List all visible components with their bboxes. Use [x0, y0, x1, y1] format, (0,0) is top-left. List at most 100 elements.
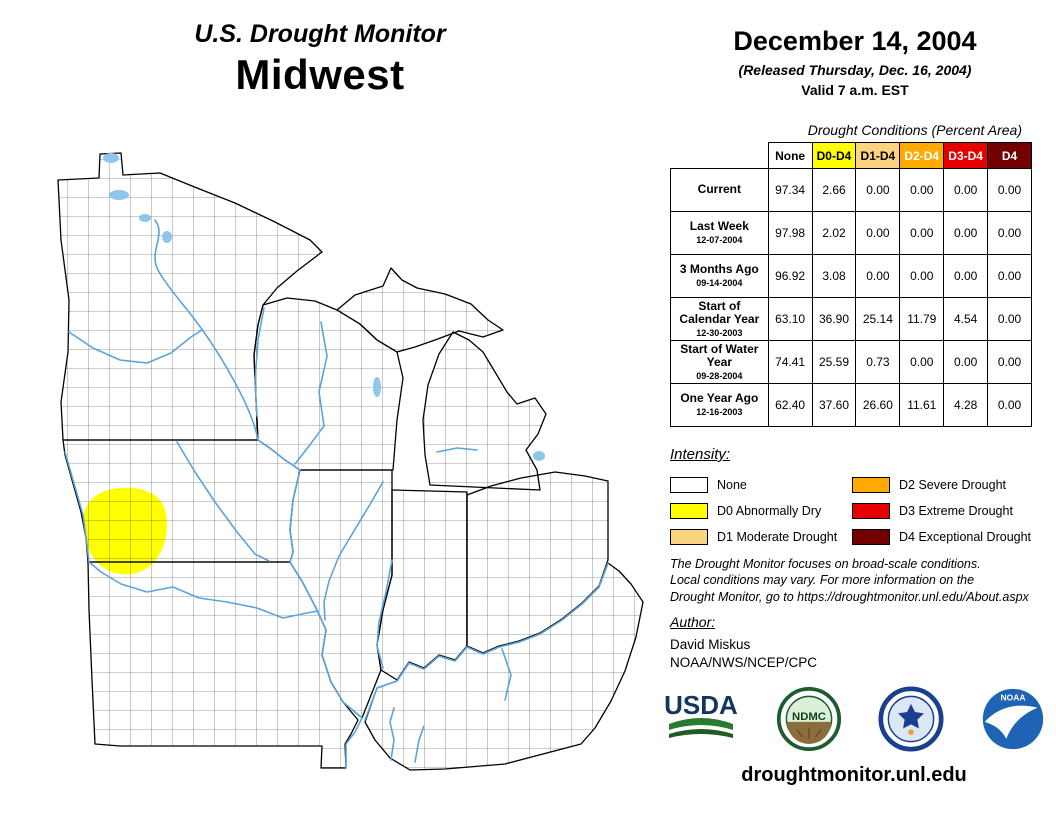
commerce-torch-icon: [908, 729, 914, 736]
value-cell: 0.00: [987, 340, 1032, 384]
value-cell: 0.00: [899, 168, 945, 212]
ndmc-logo: NDMC: [776, 686, 842, 752]
minnesota-river: [68, 329, 203, 364]
mississippi-river: [257, 439, 363, 769]
legend-swatch-d3: [852, 503, 890, 519]
table-header-row: None D0-D4 D1-D4 D2-D4 D3-D4 D4: [670, 142, 1032, 169]
disclaimer-text: The Drought Monitor focuses on broad-sca…: [670, 557, 1029, 604]
report-title-region: Midwest: [235, 51, 405, 98]
legend-item-d4: D4 Exceptional Drought: [852, 529, 1048, 545]
report-title-line1: U.S. Drought Monitor: [194, 20, 446, 48]
value-cell: 3.08: [811, 254, 857, 298]
table-caption: Drought Conditions (Percent Area): [807, 122, 1022, 138]
row-label: Last Week 12-07-2004: [670, 211, 769, 255]
legend-item-d1: D1 Moderate Drought: [670, 529, 852, 545]
column-header-d1d4: D1-D4: [855, 142, 901, 169]
column-header-d0d4: D0-D4: [811, 142, 857, 169]
value-cell: 0.00: [943, 168, 989, 212]
tennessee-river: [389, 707, 395, 761]
released-date: (Released Thursday, Dec. 16, 2004): [738, 62, 972, 78]
county-grid-layer: [58, 153, 643, 770]
value-cell: 25.59: [811, 340, 857, 384]
column-header-d4: D4: [987, 142, 1032, 169]
legend-swatch-none: [670, 477, 708, 493]
drought-conditions-table-block: Drought Conditions (Percent Area) None D…: [670, 122, 1032, 427]
usda-swoosh-icon: [669, 718, 733, 730]
row-label: Start of Calendar Year 12-30-2003: [670, 297, 769, 341]
value-cell: 97.34: [767, 168, 813, 212]
usda-logo-text: USDA: [664, 690, 738, 720]
value-cell: 0.00: [855, 211, 901, 255]
value-cell: 62.40: [767, 383, 813, 427]
legend-swatch-d1: [670, 529, 708, 545]
value-cell: 0.00: [987, 168, 1032, 212]
illinois-river: [323, 481, 384, 621]
legend-item-d2: D2 Severe Drought: [852, 477, 1048, 493]
usda-logo: USDA: [664, 690, 738, 738]
mississippi-river-upper: [154, 219, 259, 441]
row-label: One Year Ago 12-16-2003: [670, 383, 769, 427]
midwest-map: [25, 140, 645, 790]
lake-of-the-woods: [103, 153, 119, 163]
wisconsin-river: [294, 321, 328, 465]
lake-winnebago: [373, 377, 381, 397]
legend-item-d0: D0 Abnormally Dry: [670, 503, 852, 519]
table-row: Last Week 12-07-2004 97.98 2.02 0.00 0.00…: [670, 211, 1032, 255]
legend-title: Intensity:: [670, 446, 731, 463]
cumberland-river: [414, 725, 425, 763]
row-label: Start of Water Year 09-28-2004: [670, 340, 769, 384]
table-row: Current 97.34 2.66 0.00 0.00 0.00 0.00: [670, 168, 1032, 212]
value-cell: 0.00: [943, 340, 989, 384]
leech-lake: [139, 214, 151, 222]
value-cell: 37.60: [811, 383, 857, 427]
agency-logos: USDA NDMC NOAA: [662, 686, 1046, 752]
value-cell: 0.00: [943, 254, 989, 298]
value-cell: 0.00: [987, 297, 1032, 341]
date-block: December 14, 2004 (Released Thursday, De…: [655, 26, 1055, 98]
value-cell: 97.98: [767, 211, 813, 255]
noaa-logo-text: NOAA: [1001, 693, 1026, 703]
value-cell: 2.02: [811, 211, 857, 255]
value-cell: 0.00: [899, 254, 945, 298]
des-moines-river: [176, 441, 270, 562]
red-lake: [109, 190, 129, 200]
corner-cell: [670, 142, 769, 169]
table-row: Start of Water Year 09-28-2004 74.41 25.5…: [670, 340, 1032, 384]
value-cell: 25.14: [855, 297, 901, 341]
table-row: One Year Ago 12-16-2003 62.40 37.60 26.60…: [670, 383, 1032, 427]
intensity-legend: Intensity: None D0 Abnormally Dry D1 Mod…: [670, 446, 1048, 550]
value-cell: 4.54: [943, 297, 989, 341]
row-label: 3 Months Ago 09-14-2004: [670, 254, 769, 298]
drought-conditions-table: None D0-D4 D1-D4 D2-D4 D3-D4 D4 Current …: [670, 142, 1032, 427]
site-url: droughtmonitor.unl.edu: [741, 764, 967, 786]
value-cell: 0.00: [987, 211, 1032, 255]
row-label: Current: [670, 168, 769, 212]
author-organization: NOAA/NWS/NCEP/CPC: [670, 655, 818, 670]
value-cell: 0.00: [899, 340, 945, 384]
author-name: David Miskus: [670, 637, 751, 652]
author-heading: Author:: [670, 614, 716, 630]
value-cell: 0.73: [855, 340, 901, 384]
value-cell: 4.28: [943, 383, 989, 427]
legend-swatch-d0: [670, 503, 708, 519]
mille-lacs-lake: [162, 231, 172, 243]
value-cell: 0.00: [943, 211, 989, 255]
value-cell: 0.00: [855, 254, 901, 298]
value-cell: 63.10: [767, 297, 813, 341]
st-croix-river: [254, 307, 265, 417]
value-cell: 36.90: [811, 297, 857, 341]
wabash-river: [376, 559, 393, 669]
value-cell: 11.61: [899, 383, 945, 427]
valid-time: Valid 7 a.m. EST: [801, 82, 909, 98]
value-cell: 0.00: [987, 254, 1032, 298]
ndmc-logo-text: NDMC: [792, 711, 826, 723]
legend-item-d3: D3 Extreme Drought: [852, 503, 1048, 519]
rivers-layer: [64, 219, 609, 769]
value-cell: 0.00: [899, 211, 945, 255]
author-block: Author: David Miskus NOAA/NWS/NCEP/CPC: [670, 614, 817, 670]
lakes-layer: [103, 153, 545, 461]
noaa-logo: NOAA: [982, 688, 1044, 750]
legend-item-none: None: [670, 477, 852, 493]
table-row: Start of Calendar Year 12-30-2003 63.10 3…: [670, 297, 1032, 341]
